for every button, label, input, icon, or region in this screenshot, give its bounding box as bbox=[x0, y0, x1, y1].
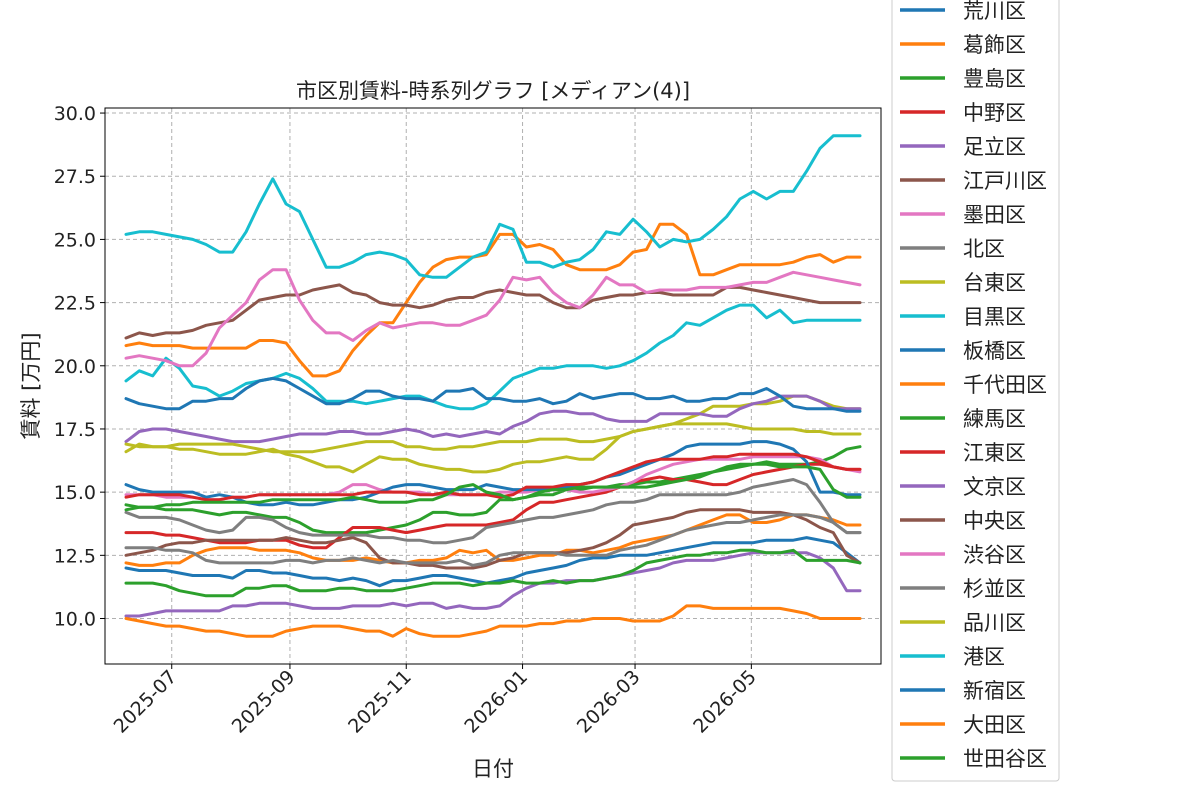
legend-item: 北区 bbox=[900, 237, 1005, 261]
legend-item: 墨田区 bbox=[900, 203, 1026, 227]
y-tick-label: 10.0 bbox=[54, 609, 96, 631]
series-line-港区 bbox=[124, 134, 862, 279]
legend-label: 中野区 bbox=[963, 101, 1026, 125]
series-line-練馬区 bbox=[124, 548, 862, 598]
series-line-渋谷区 bbox=[124, 268, 862, 368]
series-line-文京区 bbox=[124, 394, 862, 444]
legend-item: 新宿区 bbox=[900, 679, 1026, 703]
series-line-大田区 bbox=[124, 604, 862, 638]
legend-item: 台東区 bbox=[900, 271, 1026, 295]
chart-title: 市区別賃料-時系列グラフ [メディアン(4)] bbox=[296, 79, 690, 103]
plot-frame bbox=[104, 107, 882, 665]
series-line-江戸川区 bbox=[124, 508, 862, 570]
legend-item: 渋谷区 bbox=[900, 543, 1026, 567]
legend-label: 新宿区 bbox=[963, 679, 1026, 703]
legend-item: 中央区 bbox=[900, 509, 1026, 533]
series-line-世田谷区 bbox=[124, 462, 862, 512]
legend-item: 中野区 bbox=[900, 101, 1026, 125]
series-line-北区 bbox=[124, 513, 862, 567]
x-tick-label: 2026-01 bbox=[460, 666, 532, 738]
legend-label: 板橋区 bbox=[963, 339, 1026, 363]
y-tick-label: 25.0 bbox=[54, 229, 96, 251]
legend: 荒川区葛飾区豊島区中野区足立区江戸川区墨田区北区台東区目黒区板橋区千代田区練馬区… bbox=[891, 0, 1060, 782]
series-line-中野区 bbox=[124, 462, 862, 550]
series-line-江東区 bbox=[124, 452, 862, 502]
legend-label: 葛飾区 bbox=[963, 33, 1026, 57]
y-tick-label: 27.5 bbox=[54, 166, 96, 188]
legend-label: 世田谷区 bbox=[963, 747, 1047, 771]
legend-label: 渋谷区 bbox=[963, 543, 1026, 567]
x-tick-label: 2026-05 bbox=[689, 666, 761, 738]
y-tick-label: 30.0 bbox=[54, 103, 96, 125]
legend-item: 練馬区 bbox=[900, 407, 1026, 431]
series-line-新宿区 bbox=[124, 376, 862, 413]
legend-label: 文京区 bbox=[963, 475, 1026, 499]
legend-label: 中央区 bbox=[963, 509, 1026, 533]
series-line-葛飾区 bbox=[124, 513, 862, 567]
legend-label: 品川区 bbox=[963, 611, 1026, 635]
legend-item: 千代田区 bbox=[900, 373, 1047, 397]
legend-label: 江戸川区 bbox=[963, 169, 1047, 193]
legend-item: 江東区 bbox=[900, 441, 1026, 465]
legend-label: 豊島区 bbox=[963, 67, 1026, 91]
legend-label: 足立区 bbox=[963, 135, 1026, 159]
series-line-中央区 bbox=[124, 283, 862, 340]
legend-label: 大田区 bbox=[963, 713, 1026, 737]
legend-item: 江戸川区 bbox=[900, 169, 1047, 193]
y-axis-label: 賃料 [万円] bbox=[19, 332, 43, 439]
series-line-千代田区 bbox=[124, 222, 862, 378]
legend-item: 品川区 bbox=[900, 611, 1026, 635]
x-tick-label: 2025-07 bbox=[110, 666, 182, 738]
series-line-品川区 bbox=[124, 422, 862, 454]
legend-label: 目黒区 bbox=[963, 305, 1026, 329]
legend-label: 練馬区 bbox=[963, 407, 1026, 431]
series-line-足立区 bbox=[124, 551, 862, 618]
grid-lines bbox=[105, 108, 881, 664]
series-line-杉並区 bbox=[124, 478, 862, 545]
legend-item: 世田谷区 bbox=[900, 747, 1047, 771]
legend-label: 北区 bbox=[963, 237, 1005, 261]
x-axis-ticks: 2025-07 2025-09 2025-11 2026-01 2026-03 2026-… bbox=[110, 664, 761, 738]
y-tick-label: 17.5 bbox=[54, 419, 96, 441]
legend-item: 港区 bbox=[900, 645, 1005, 669]
legend-item: 板橋区 bbox=[900, 339, 1026, 363]
legend-item: 荒川区 bbox=[900, 0, 1026, 23]
legend-label: 荒川区 bbox=[963, 0, 1026, 23]
legend-item: 豊島区 bbox=[900, 67, 1026, 91]
legend-label: 港区 bbox=[963, 645, 1005, 669]
y-axis-ticks: 10.0 12.5 15.0 17.5 20.0 22.5 25.0 27.5 30.0 bbox=[54, 103, 105, 631]
legend-item: 文京区 bbox=[900, 475, 1026, 499]
legend-item: 杉並区 bbox=[900, 577, 1026, 601]
legend-label: 杉並区 bbox=[963, 577, 1026, 601]
x-axis-label: 日付 bbox=[472, 757, 514, 781]
legend-item: 目黒区 bbox=[900, 305, 1026, 329]
legend-label: 江東区 bbox=[963, 441, 1026, 465]
series-line-台東区 bbox=[124, 394, 862, 474]
y-tick-label: 15.0 bbox=[54, 482, 96, 504]
y-tick-label: 12.5 bbox=[54, 545, 96, 567]
legend-label: 千代田区 bbox=[963, 373, 1047, 397]
legend-item: 大田区 bbox=[900, 713, 1026, 737]
legend-label: 台東区 bbox=[963, 271, 1026, 295]
series-lines bbox=[124, 134, 862, 638]
legend-item: 足立区 bbox=[900, 135, 1026, 159]
x-tick-label: 2025-09 bbox=[228, 666, 300, 738]
x-tick-label: 2026-03 bbox=[573, 666, 645, 738]
legend-item: 葛飾区 bbox=[900, 33, 1026, 57]
series-line-豊島区 bbox=[124, 445, 862, 535]
x-tick-label: 2025-11 bbox=[344, 666, 416, 738]
legend-box bbox=[891, 0, 1060, 782]
legend-label: 墨田区 bbox=[963, 203, 1026, 227]
y-tick-label: 20.0 bbox=[54, 356, 96, 378]
y-tick-label: 22.5 bbox=[54, 293, 96, 315]
